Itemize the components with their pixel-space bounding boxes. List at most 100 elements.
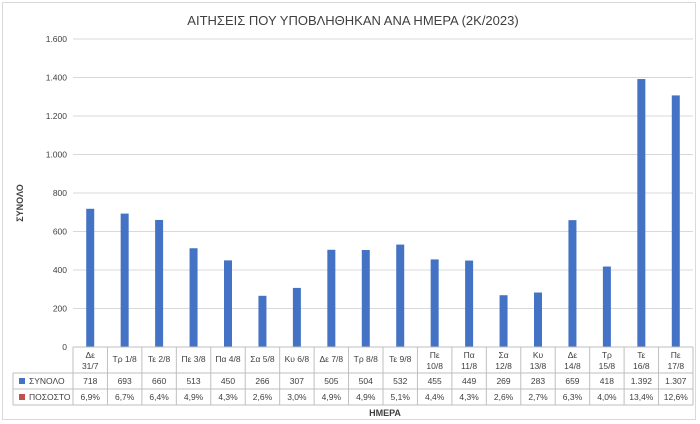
- data-label: 12,6%: [664, 392, 689, 402]
- x-tick-label: 31/7: [82, 361, 99, 371]
- x-tick-label: Κυ: [533, 350, 544, 360]
- data-label: 2,7%: [528, 392, 548, 402]
- bar: [86, 208, 95, 347]
- bar-chart: ΑΙΤΗΣΕΙΣ ΠΟΥ ΥΠΟΒΛΗΘΗΚΑΝ ΑΝΑ ΗΜΕΡΑ (2Κ/2…: [12, 13, 694, 418]
- data-label: 693: [118, 376, 132, 386]
- data-label: 1.307: [665, 376, 687, 386]
- x-tick-label: Πε: [430, 350, 440, 360]
- x-tick-label: 12/8: [495, 361, 512, 371]
- y-tick-label: 200: [53, 304, 67, 314]
- bar: [189, 248, 198, 347]
- legend-key: [19, 378, 25, 384]
- x-tick-label: 10/8: [426, 361, 443, 371]
- y-tick-label: 1.000: [46, 150, 68, 160]
- x-tick-label: Πα 4/8: [215, 354, 241, 364]
- x-tick-label: Πα: [464, 350, 475, 360]
- y-axis-ticks: 0 200 400 600 800 1.000 1.200 1.400 1.600: [46, 34, 68, 352]
- data-label: 4,3%: [459, 392, 479, 402]
- x-tick-label: 15/8: [599, 361, 616, 371]
- bar: [361, 249, 370, 347]
- x-tick-label: 11/8: [461, 361, 477, 371]
- legend-label: ΣΥΝΟΛΟ: [29, 376, 65, 386]
- data-label: 4,9%: [322, 392, 342, 402]
- legend-label: ΠΟΣΟΣΤΟ: [29, 392, 71, 402]
- x-tick-label: Τρ 1/8: [113, 354, 137, 364]
- data-label: 6,7%: [115, 392, 135, 402]
- x-tick-label: Κυ 6/8: [285, 354, 310, 364]
- x-tick-label: Τρ 8/8: [354, 354, 378, 364]
- bar: [637, 79, 646, 347]
- data-label: 449: [462, 376, 476, 386]
- bar: [396, 244, 405, 347]
- data-label: 450: [221, 376, 235, 386]
- data-label: 6,3%: [563, 392, 583, 402]
- x-tick-label: 13/8: [530, 361, 547, 371]
- bar: [258, 295, 267, 347]
- bars: [86, 79, 680, 347]
- data-label: 659: [565, 376, 579, 386]
- bar: [155, 219, 164, 347]
- data-label: 532: [393, 376, 407, 386]
- y-tick-label: 1.200: [46, 111, 68, 121]
- bar: [224, 260, 232, 347]
- y-tick-label: 0: [62, 342, 67, 352]
- data-label: 307: [290, 376, 304, 386]
- bar: [671, 95, 680, 347]
- data-label: 4,9%: [184, 392, 204, 402]
- x-tick-label: Τε: [637, 350, 645, 360]
- data-label: 283: [531, 376, 545, 386]
- data-label: 1.392: [631, 376, 653, 386]
- data-label: 4,4%: [425, 392, 445, 402]
- y-tick-label: 800: [53, 188, 67, 198]
- data-label: 2,6%: [494, 392, 514, 402]
- data-label: 505: [324, 376, 338, 386]
- data-label: 3,0%: [287, 392, 307, 402]
- x-tick-label: Τε 9/8: [389, 354, 411, 364]
- x-tick-label: 14/8: [564, 361, 581, 371]
- x-tick-label: Πε 3/8: [182, 354, 206, 364]
- y-tick-label: 1.600: [46, 34, 68, 44]
- data-label: 660: [152, 376, 166, 386]
- bar: [120, 213, 129, 347]
- data-label: 504: [359, 376, 373, 386]
- bar: [465, 260, 474, 347]
- y-axis-label: ΣΥΝΟΛΟ: [15, 184, 25, 221]
- x-tick-label: 17/8: [668, 361, 685, 371]
- data-label: 4,9%: [356, 392, 376, 402]
- legend-key: [19, 394, 25, 400]
- data-label: 4,3%: [218, 392, 238, 402]
- x-tick-label: Σα: [498, 350, 508, 360]
- x-tick-label: Τε 2/8: [148, 354, 170, 364]
- data-label: 718: [83, 376, 97, 386]
- data-label: 13,4%: [629, 392, 654, 402]
- data-label: 455: [428, 376, 442, 386]
- x-axis-label: ΗΜΕΡΑ: [369, 408, 401, 418]
- x-tick-label: 16/8: [633, 361, 650, 371]
- data-label: 5,1%: [391, 392, 411, 402]
- x-tick-label: Τρ: [602, 350, 612, 360]
- bar: [430, 259, 439, 347]
- x-tick-label: Δε: [85, 350, 95, 360]
- data-label: 266: [255, 376, 269, 386]
- data-label: 4,0%: [597, 392, 617, 402]
- y-tick-label: 400: [53, 265, 67, 275]
- data-label: 6,4%: [149, 392, 169, 402]
- gridlines: [73, 38, 693, 348]
- bar: [602, 266, 611, 347]
- data-label: 6,9%: [81, 392, 101, 402]
- data-label: 269: [496, 376, 510, 386]
- data-label: 418: [600, 376, 614, 386]
- bar: [499, 295, 508, 347]
- bar: [568, 220, 577, 347]
- y-tick-label: 600: [53, 227, 67, 237]
- x-tick-label: Πε: [671, 350, 681, 360]
- data-label: 513: [186, 376, 200, 386]
- data-label: 2,6%: [253, 392, 273, 402]
- x-tick-label: Δε 7/8: [320, 354, 344, 364]
- chart-title: ΑΙΤΗΣΕΙΣ ΠΟΥ ΥΠΟΒΛΗΘΗΚΑΝ ΑΝΑ ΗΜΕΡΑ (2Κ/2…: [187, 13, 518, 28]
- y-tick-label: 1.400: [46, 73, 68, 83]
- bar: [327, 249, 336, 347]
- bar: [534, 292, 542, 347]
- x-tick-label: Σα 5/8: [250, 354, 275, 364]
